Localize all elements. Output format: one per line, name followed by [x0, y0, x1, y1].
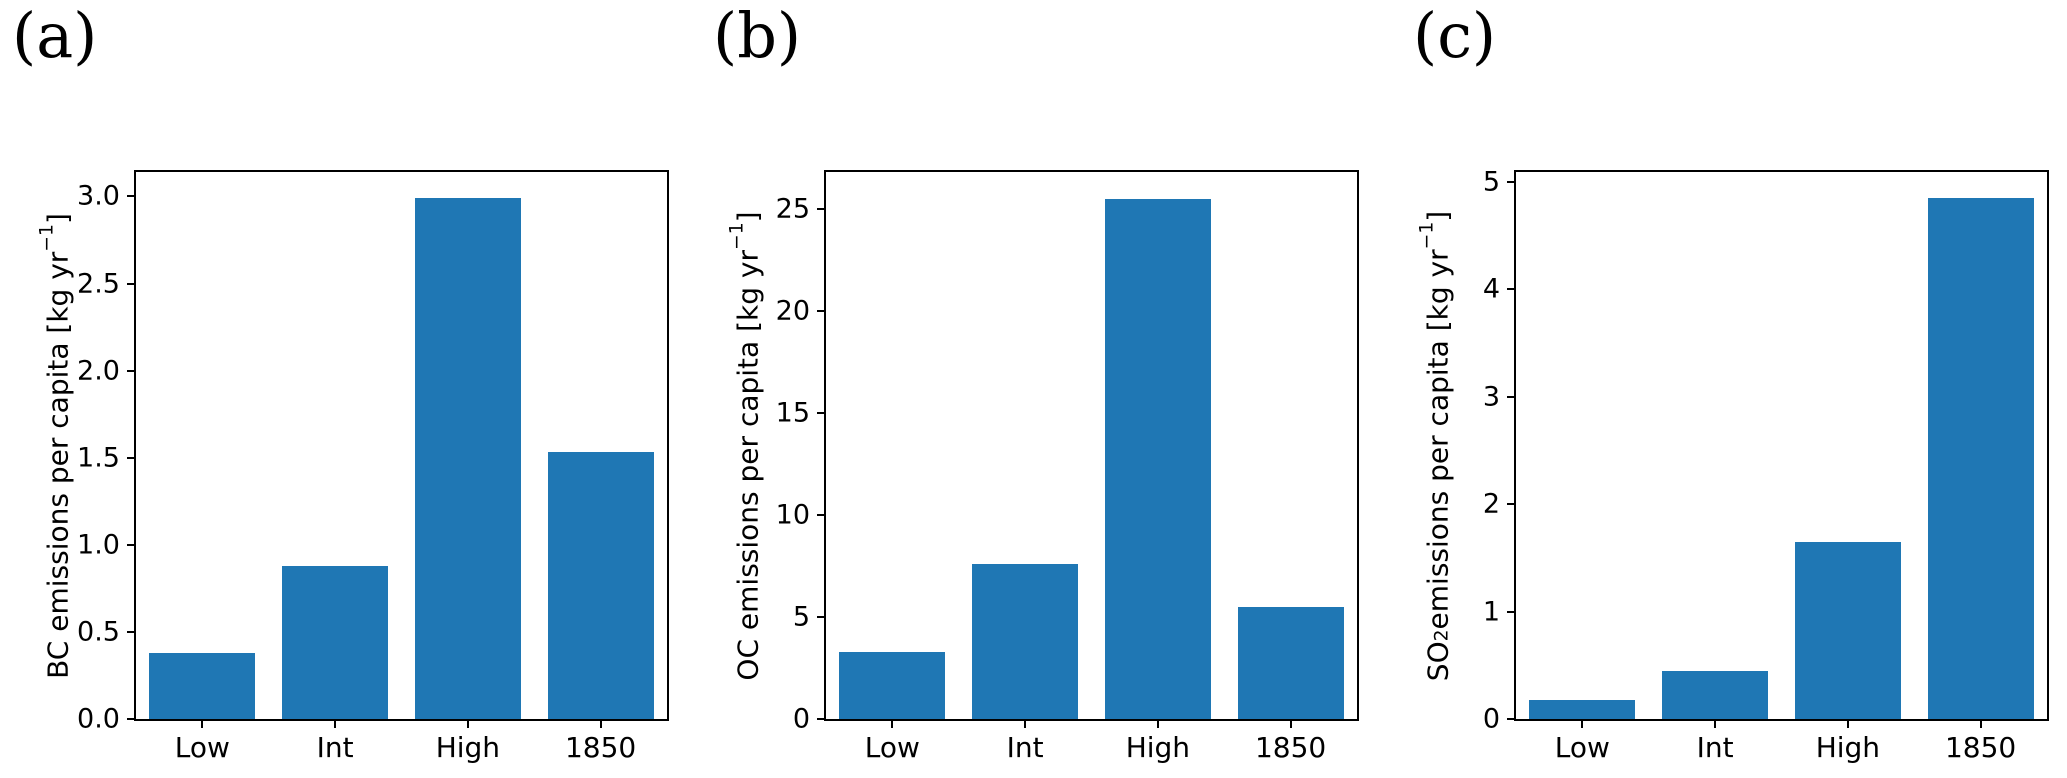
- bar-int: [972, 563, 1079, 719]
- x-tick: [1979, 719, 1982, 728]
- y-tick: [817, 615, 826, 618]
- y-axis-label-segment: OC emissions per capita [kg yr: [731, 250, 765, 681]
- x-tick: [599, 719, 602, 728]
- x-tick-label: 1850: [1944, 731, 2017, 764]
- x-tick-label: Int: [1696, 731, 1734, 764]
- y-tick-label: 4: [1482, 273, 1500, 305]
- x-tick: [1846, 719, 1849, 728]
- y-tick-label: 1.0: [77, 529, 120, 561]
- chart-panel-b: (b) OC emissions per capita [kg yr −1] 0 5…: [690, 0, 1380, 778]
- x-tick-label: High: [1815, 731, 1881, 764]
- y-tick-label: 5: [1482, 166, 1500, 198]
- bar-high: [1104, 198, 1211, 719]
- bar-high: [414, 198, 521, 719]
- x-tick-label: Low: [1554, 731, 1610, 764]
- plot-area: 0 5 10 15 20 25 Low Int High 1850: [776, 170, 1359, 764]
- plot-area: 0.0 0.5 1.0 1.5 2.0 2.5 3.0 Low Int High 1850: [77, 170, 669, 764]
- panel-label: (a): [12, 0, 98, 72]
- y-tick: [127, 369, 136, 372]
- bar-low: [1529, 699, 1636, 719]
- y-tick: [127, 543, 136, 546]
- x-tick: [334, 719, 337, 728]
- y-tick: [817, 309, 826, 312]
- y-tick-label: 0: [1482, 703, 1500, 735]
- y-tick-label: 0: [792, 703, 810, 735]
- bar-high: [1794, 541, 1901, 719]
- x-tick: [891, 719, 894, 728]
- x-tick-label: High: [435, 731, 501, 764]
- y-tick-label: 0.0: [77, 703, 120, 735]
- y-tick: [817, 207, 826, 210]
- y-tick-label: 5: [792, 601, 810, 633]
- y-tick: [1507, 610, 1516, 613]
- y-tick-label: 2.0: [77, 355, 120, 387]
- panel-label: (c): [1413, 0, 1497, 72]
- y-tick: [1507, 395, 1516, 398]
- y-tick: [127, 630, 136, 633]
- y-axis-label-segment: −1: [1416, 221, 1438, 250]
- y-axis-label-segment: SO: [1421, 641, 1455, 682]
- bar-low: [839, 651, 946, 719]
- y-tick-label: 25: [775, 193, 810, 225]
- y-tick-label: 0.5: [77, 616, 120, 648]
- y-tick-label: 2.5: [77, 268, 120, 299]
- bar-1850: [1927, 197, 2034, 719]
- y-tick: [127, 282, 136, 285]
- bar-int: [1662, 670, 1769, 719]
- y-axis-label-segment: 2: [1431, 629, 1453, 642]
- y-tick: [817, 411, 826, 414]
- y-tick-label: 20: [775, 295, 810, 327]
- x-tick-label: Low: [174, 731, 230, 764]
- x-tick-label: Low: [864, 731, 920, 764]
- x-tick-label: 1850: [564, 731, 637, 764]
- y-tick: [127, 456, 136, 459]
- y-tick-label: 1: [1482, 596, 1500, 628]
- y-axis-label-segment: −1: [726, 222, 748, 251]
- x-tick-label: 1850: [1254, 731, 1327, 764]
- y-axis-label-segment: ]: [41, 213, 75, 225]
- y-tick-label: 15: [775, 397, 810, 429]
- y-tick: [127, 195, 136, 198]
- y-tick-label: 1.5: [77, 442, 120, 474]
- y-tick-label: 3: [1482, 381, 1500, 413]
- chart-panel-c: (c) SO 2 emissions per capita [kg yr −1] 0…: [1380, 0, 2067, 778]
- y-tick-label: 10: [775, 499, 810, 531]
- bar-1850: [1237, 606, 1344, 719]
- y-tick-label: 3.0: [77, 180, 120, 212]
- y-tick-label: 2: [1482, 488, 1500, 520]
- y-axis-label: SO 2 emissions per capita [kg yr −1]: [1416, 171, 1459, 722]
- bar-int: [282, 565, 389, 719]
- x-tick-label: Int: [316, 731, 354, 764]
- y-axis-label-segment: ]: [731, 211, 765, 223]
- y-axis-label-segment: emissions per capita [kg yr: [1421, 249, 1455, 630]
- panel-label: (b): [713, 0, 802, 72]
- y-tick: [1507, 288, 1516, 291]
- y-tick: [127, 718, 136, 720]
- y-axis-label: BC emissions per capita [kg yr −1]: [36, 171, 79, 722]
- y-axis-label: OC emissions per capita [kg yr −1]: [726, 171, 769, 722]
- x-tick: [201, 719, 204, 728]
- y-tick: [1507, 718, 1516, 720]
- chart-panel-a: (a) BC emissions per capita [kg yr −1] 0.…: [0, 0, 690, 778]
- y-tick: [1507, 180, 1516, 183]
- x-tick: [1714, 719, 1717, 728]
- plot-area: 0 1 2 3 4 5 Low Int High 1850: [1483, 168, 2049, 764]
- bar-low: [149, 652, 256, 719]
- bar-1850: [547, 452, 654, 719]
- x-tick-label: High: [1125, 731, 1191, 764]
- x-tick-label: Int: [1006, 731, 1044, 764]
- y-axis-label-segment: ]: [1421, 210, 1455, 222]
- x-tick: [1581, 719, 1584, 728]
- y-axis-label-segment: −1: [36, 224, 58, 252]
- y-tick: [817, 718, 826, 720]
- y-axis-label-segment: BC emissions per capita [kg yr: [41, 251, 75, 679]
- x-tick: [1289, 719, 1292, 728]
- y-tick: [1507, 503, 1516, 506]
- x-tick: [1024, 719, 1027, 728]
- x-tick: [1156, 719, 1159, 728]
- x-tick: [466, 719, 469, 728]
- y-tick: [817, 513, 826, 516]
